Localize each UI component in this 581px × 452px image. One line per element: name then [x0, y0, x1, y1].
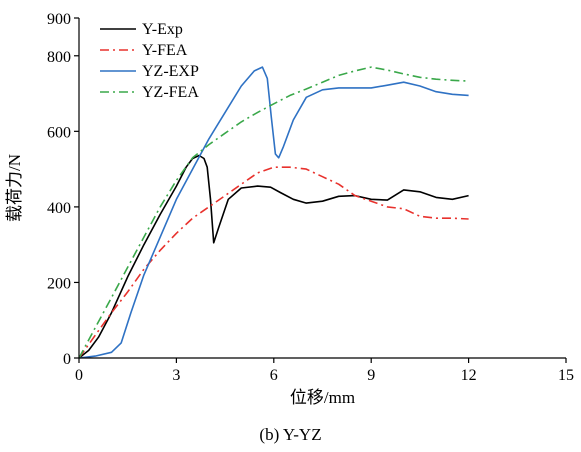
legend: Y-Exp Y-FEA YZ-EXP YZ-FEA — [100, 21, 199, 101]
x-axis-label: 位移/mm — [290, 388, 355, 407]
series-line-yz-fea — [78, 66, 469, 359]
y-axis-label: 载荷力/N — [5, 154, 24, 222]
x-tick-label: 0 — [75, 367, 83, 384]
y-tick-label: 600 — [47, 124, 71, 141]
x-tick-label: 9 — [367, 367, 375, 384]
y-tick-label: 200 — [47, 275, 71, 292]
legend-label: YZ-EXP — [142, 63, 199, 80]
figure-caption: (b) Y-YZ — [259, 425, 322, 444]
x-tick-label: 12 — [461, 367, 477, 384]
y-tick-label: 900 — [47, 11, 71, 28]
x-tick-label: 6 — [270, 367, 278, 384]
series-line-yz-exp — [78, 66, 469, 359]
x-tick-label: 3 — [172, 367, 180, 384]
x-tick-label: 15 — [558, 367, 574, 384]
x-axis-ticks: 0 3 6 9 12 15 — [75, 358, 574, 384]
legend-label: Y-Exp — [142, 21, 183, 38]
plot-area — [78, 66, 469, 359]
y-tick-label: 400 — [47, 200, 71, 217]
series-line-y-fea — [78, 166, 469, 359]
series-line-y-exp — [78, 154, 469, 359]
legend-label: Y-FEA — [142, 42, 188, 59]
legend-label: YZ-FEA — [142, 84, 199, 101]
y-tick-label: 0 — [63, 351, 71, 368]
y-tick-label: 800 — [47, 49, 71, 66]
axes — [78, 18, 566, 359]
y-axis-ticks: 0 200 400 600 800 900 — [47, 11, 79, 368]
